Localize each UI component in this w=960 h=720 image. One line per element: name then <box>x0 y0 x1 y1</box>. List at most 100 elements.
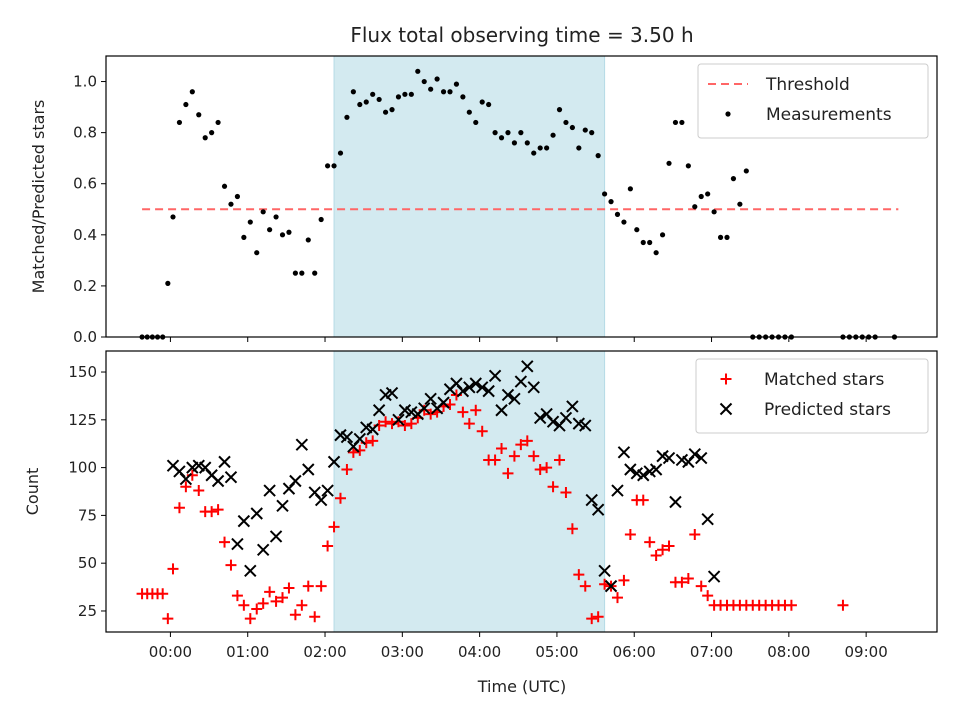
data-point <box>405 418 417 430</box>
data-point <box>743 168 749 174</box>
data-point <box>309 611 321 623</box>
data-point <box>328 521 340 533</box>
legend-label: Matched stars <box>764 370 884 390</box>
data-point <box>617 446 631 459</box>
data-point <box>325 163 331 169</box>
data-point <box>257 597 269 609</box>
data-point <box>621 219 627 225</box>
data-point <box>650 550 662 562</box>
data-point <box>498 135 505 141</box>
data-point <box>550 132 556 138</box>
data-point <box>495 404 508 417</box>
data-point <box>302 463 315 476</box>
data-point <box>428 86 434 92</box>
data-point <box>463 381 476 394</box>
data-point <box>669 495 682 509</box>
data-point <box>707 570 721 583</box>
data-point <box>221 183 228 189</box>
data-point <box>737 201 743 207</box>
y-tick-label: 0.2 <box>73 277 97 295</box>
data-point <box>256 543 270 557</box>
data-point <box>595 153 601 159</box>
data-point <box>350 89 356 95</box>
data-point <box>206 506 218 518</box>
series-predicted-stars <box>167 361 721 593</box>
legend-swatch <box>725 111 731 117</box>
data-point <box>337 150 344 156</box>
data-point <box>676 576 688 588</box>
data-point <box>518 130 524 136</box>
axes-frame <box>105 350 938 633</box>
data-point <box>640 239 646 246</box>
data-point <box>470 404 482 416</box>
data-point <box>482 384 495 398</box>
y-tick-label: 50 <box>78 554 97 572</box>
data-point <box>689 529 701 541</box>
data-point <box>231 590 243 602</box>
data-point <box>705 191 711 197</box>
data-point <box>463 418 475 430</box>
data-point <box>228 201 234 207</box>
data-point <box>179 472 193 486</box>
data-point <box>514 375 528 388</box>
x-tick-label: 07:00 <box>690 643 733 661</box>
data-point <box>602 191 608 197</box>
y-tick-label: 0.8 <box>73 124 97 142</box>
data-point <box>244 613 256 625</box>
data-point <box>456 384 470 398</box>
data-point <box>299 270 305 276</box>
data-point <box>663 540 675 552</box>
data-point <box>634 227 640 233</box>
data-point <box>496 442 508 454</box>
data-point <box>209 130 215 136</box>
data-point <box>837 599 849 611</box>
data-point <box>531 150 537 156</box>
data-point <box>286 229 292 235</box>
data-point <box>453 81 460 87</box>
data-point <box>231 537 244 551</box>
legend-box <box>695 358 929 434</box>
data-point <box>347 446 359 458</box>
data-point <box>314 493 328 507</box>
data-point <box>276 499 289 513</box>
data-point <box>434 76 440 82</box>
data-point <box>521 435 533 447</box>
chart-title: Flux total observing time = 3.50 h <box>350 23 693 47</box>
data-point <box>211 474 225 488</box>
data-point <box>238 599 250 611</box>
data-point <box>380 416 392 428</box>
data-point <box>466 109 472 115</box>
data-point <box>492 130 498 136</box>
data-point <box>279 232 286 238</box>
y-tick-label: 1.0 <box>73 73 97 91</box>
legend-swatch <box>719 402 733 416</box>
data-point <box>486 101 492 108</box>
data-point <box>289 474 302 488</box>
data-point <box>425 408 437 420</box>
data-point <box>247 219 253 225</box>
data-point <box>469 377 482 390</box>
data-point <box>508 392 521 405</box>
data-point <box>218 455 231 469</box>
data-point <box>544 145 550 151</box>
data-point <box>508 450 520 462</box>
data-point <box>366 423 379 436</box>
data-point <box>315 580 327 592</box>
axes-frame <box>105 55 938 338</box>
data-point <box>170 214 176 220</box>
data-point <box>237 514 251 528</box>
data-point <box>563 119 569 126</box>
data-point <box>592 611 604 623</box>
data-point <box>219 536 231 548</box>
data-point <box>251 603 263 615</box>
data-point <box>618 574 630 586</box>
x-axis-label: Time (UTC) <box>477 677 566 696</box>
data-point <box>541 462 553 474</box>
x-tick-label: 05:00 <box>535 643 578 661</box>
data-point <box>489 454 501 466</box>
data-point <box>566 523 578 535</box>
data-point <box>647 239 653 246</box>
data-point <box>234 193 241 200</box>
data-point <box>566 400 579 413</box>
x-tick-label: 08:00 <box>767 643 810 661</box>
